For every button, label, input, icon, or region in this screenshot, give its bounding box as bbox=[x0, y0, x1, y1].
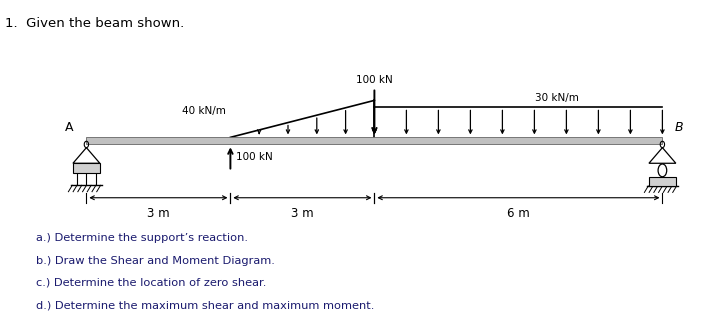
Polygon shape bbox=[73, 148, 100, 163]
Text: c.) Determine the location of zero shear.: c.) Determine the location of zero shear… bbox=[36, 278, 266, 288]
Text: 100 kN: 100 kN bbox=[236, 152, 273, 162]
Text: 6 m: 6 m bbox=[507, 207, 530, 220]
Text: A: A bbox=[66, 122, 74, 134]
Polygon shape bbox=[649, 148, 676, 163]
Text: 3 m: 3 m bbox=[147, 207, 170, 220]
Bar bbox=[73, 163, 99, 172]
Text: a.) Determine the support’s reaction.: a.) Determine the support’s reaction. bbox=[36, 233, 248, 243]
Text: b.) Draw the Shear and Moment Diagram.: b.) Draw the Shear and Moment Diagram. bbox=[36, 256, 275, 266]
Text: 1.  Given the beam shown.: 1. Given the beam shown. bbox=[5, 17, 184, 29]
Text: d.) Determine the maximum shear and maximum moment.: d.) Determine the maximum shear and maxi… bbox=[36, 300, 374, 310]
Bar bbox=[649, 177, 675, 186]
Text: 40 kN/m: 40 kN/m bbox=[181, 106, 225, 116]
Text: 100 kN: 100 kN bbox=[356, 75, 393, 85]
Text: 30 kN/m: 30 kN/m bbox=[535, 93, 579, 103]
Text: B: B bbox=[675, 122, 683, 134]
Bar bbox=[86, 137, 662, 145]
Text: 3 m: 3 m bbox=[291, 207, 314, 220]
